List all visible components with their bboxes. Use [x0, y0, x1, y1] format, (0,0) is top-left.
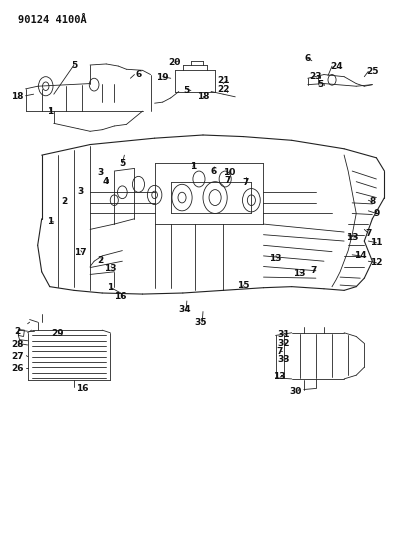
Text: 4: 4 — [103, 177, 109, 186]
Text: 14: 14 — [353, 252, 366, 261]
Text: 13: 13 — [269, 254, 281, 263]
Text: 34: 34 — [178, 305, 191, 314]
Text: 28: 28 — [11, 341, 24, 350]
Text: 23: 23 — [309, 71, 321, 80]
Text: 18: 18 — [11, 92, 24, 101]
Text: 35: 35 — [194, 318, 207, 327]
Text: 5: 5 — [119, 159, 125, 167]
Text: 19: 19 — [156, 72, 168, 82]
Text: 25: 25 — [365, 67, 378, 76]
Text: 5: 5 — [183, 86, 190, 95]
Text: 2: 2 — [61, 197, 67, 206]
Text: 21: 21 — [216, 76, 229, 85]
Text: 29: 29 — [51, 329, 64, 338]
Text: 24: 24 — [329, 62, 341, 70]
Text: 7: 7 — [224, 175, 230, 184]
Text: 1: 1 — [47, 217, 53, 227]
Text: 16: 16 — [76, 384, 88, 393]
Text: 7: 7 — [276, 347, 282, 356]
Text: 33: 33 — [277, 355, 289, 364]
Text: 7: 7 — [310, 266, 316, 275]
Text: 1: 1 — [189, 163, 196, 171]
Text: 18: 18 — [196, 92, 209, 101]
Text: 10: 10 — [222, 168, 235, 177]
Text: 3: 3 — [97, 167, 103, 176]
Text: 2: 2 — [14, 327, 21, 336]
Text: 32: 32 — [277, 339, 289, 348]
Text: 7: 7 — [241, 178, 248, 187]
Text: 13: 13 — [104, 264, 116, 272]
Text: 22: 22 — [216, 85, 229, 94]
Text: 6: 6 — [304, 54, 310, 63]
Text: 8: 8 — [368, 197, 375, 206]
Text: 7: 7 — [364, 229, 371, 238]
Text: 13: 13 — [273, 372, 285, 381]
Text: 1: 1 — [107, 283, 113, 292]
Text: 13: 13 — [293, 269, 305, 278]
Text: 20: 20 — [168, 58, 181, 67]
Text: 31: 31 — [277, 330, 289, 339]
Text: 90124 4100Å: 90124 4100Å — [17, 14, 86, 25]
Text: 16: 16 — [114, 292, 126, 301]
Text: 9: 9 — [372, 209, 379, 218]
Text: 6: 6 — [210, 166, 217, 175]
Text: 30: 30 — [289, 386, 301, 395]
Text: 5: 5 — [70, 61, 77, 69]
Text: 17: 17 — [74, 248, 86, 257]
Text: 6: 6 — [135, 70, 141, 79]
Text: 26: 26 — [11, 364, 24, 373]
Text: 12: 12 — [369, 259, 382, 267]
Text: 27: 27 — [11, 352, 24, 361]
Text: 13: 13 — [345, 233, 358, 242]
Text: 2: 2 — [97, 256, 103, 265]
Text: 3: 3 — [77, 187, 83, 196]
Text: 5: 5 — [316, 80, 322, 89]
Text: 11: 11 — [369, 238, 382, 247]
Text: 15: 15 — [237, 280, 249, 289]
Text: 1: 1 — [47, 107, 53, 116]
